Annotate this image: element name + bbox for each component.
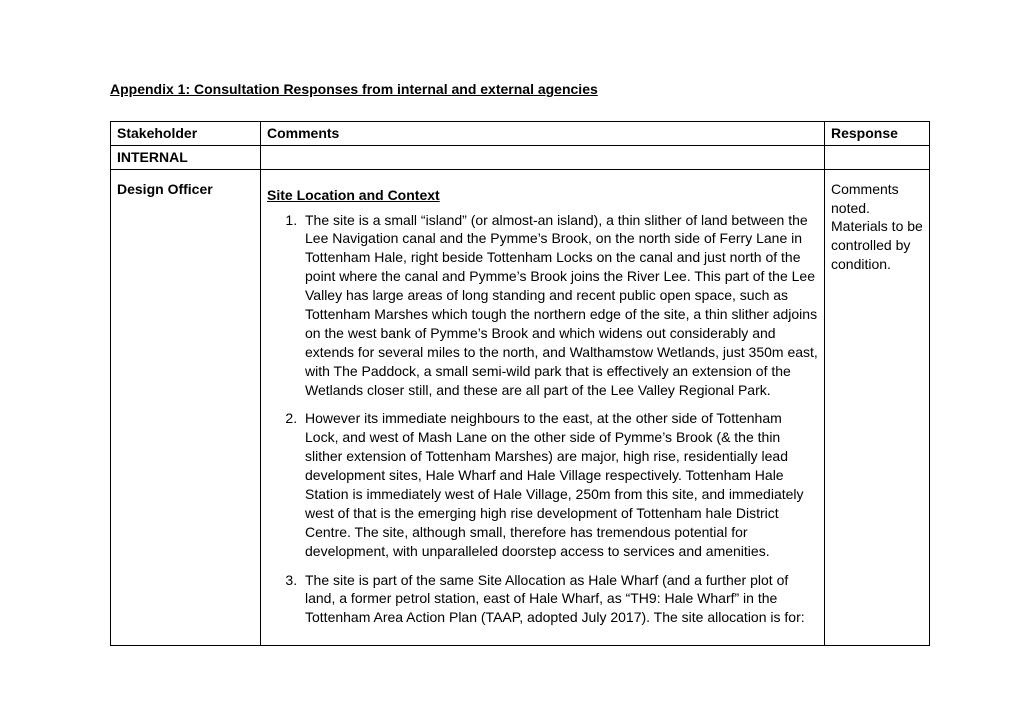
col-header-stakeholder: Stakeholder [111,121,261,145]
section-comments-empty [261,145,825,169]
list-item: The site is part of the same Site Alloca… [301,571,818,628]
comments-list: The site is a small “island” (or almost-… [267,211,818,628]
section-row-internal: INTERNAL [111,145,930,169]
document-title: Appendix 1: Consultation Responses from … [110,80,930,99]
table-header-row: Stakeholder Comments Response [111,121,930,145]
list-item: However its immediate neighbours to the … [301,409,818,560]
section-label: INTERNAL [111,145,261,169]
comments-section-heading: Site Location and Context [267,186,818,205]
col-header-comments: Comments [261,121,825,145]
comments-cell: Site Location and Context The site is a … [261,169,825,646]
body-row-design-officer: Design Officer Site Location and Context… [111,169,930,646]
section-response-empty [825,145,930,169]
consultation-table: Stakeholder Comments Response INTERNAL D… [110,121,930,646]
col-header-response: Response [825,121,930,145]
response-cell: Comments noted. Materials to be controll… [825,169,930,646]
list-item: The site is a small “island” (or almost-… [301,211,818,400]
stakeholder-name: Design Officer [111,169,261,646]
